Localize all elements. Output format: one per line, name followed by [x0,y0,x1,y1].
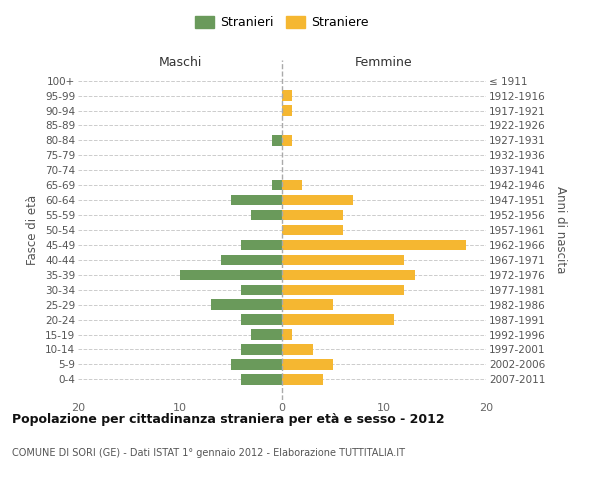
Bar [211,300,282,310]
Bar [231,195,282,205]
Bar [282,359,333,370]
Bar [282,135,292,145]
Y-axis label: Fasce di età: Fasce di età [26,195,40,265]
Text: COMUNE DI SORI (GE) - Dati ISTAT 1° gennaio 2012 - Elaborazione TUTTITALIA.IT: COMUNE DI SORI (GE) - Dati ISTAT 1° genn… [12,448,405,458]
Text: Maschi: Maschi [158,56,202,68]
Bar [282,314,394,325]
Bar [221,254,282,265]
Bar [241,284,282,295]
Bar [282,240,466,250]
Text: Popolazione per cittadinanza straniera per età e sesso - 2012: Popolazione per cittadinanza straniera p… [12,412,445,426]
Bar [282,344,313,354]
Bar [282,106,292,116]
Bar [241,374,282,384]
Bar [272,135,282,145]
Bar [282,210,343,220]
Bar [282,254,404,265]
Bar [241,240,282,250]
Bar [231,359,282,370]
Bar [282,270,415,280]
Bar [251,210,282,220]
Text: Femmine: Femmine [355,56,413,68]
Legend: Stranieri, Straniere: Stranieri, Straniere [190,11,374,34]
Bar [282,195,353,205]
Bar [282,374,323,384]
Bar [282,330,292,340]
Bar [251,330,282,340]
Bar [282,90,292,101]
Bar [241,344,282,354]
Bar [241,314,282,325]
Bar [282,180,302,190]
Bar [282,225,343,235]
Bar [180,270,282,280]
Bar [282,284,404,295]
Bar [272,180,282,190]
Y-axis label: Anni di nascita: Anni di nascita [554,186,567,274]
Bar [282,300,333,310]
